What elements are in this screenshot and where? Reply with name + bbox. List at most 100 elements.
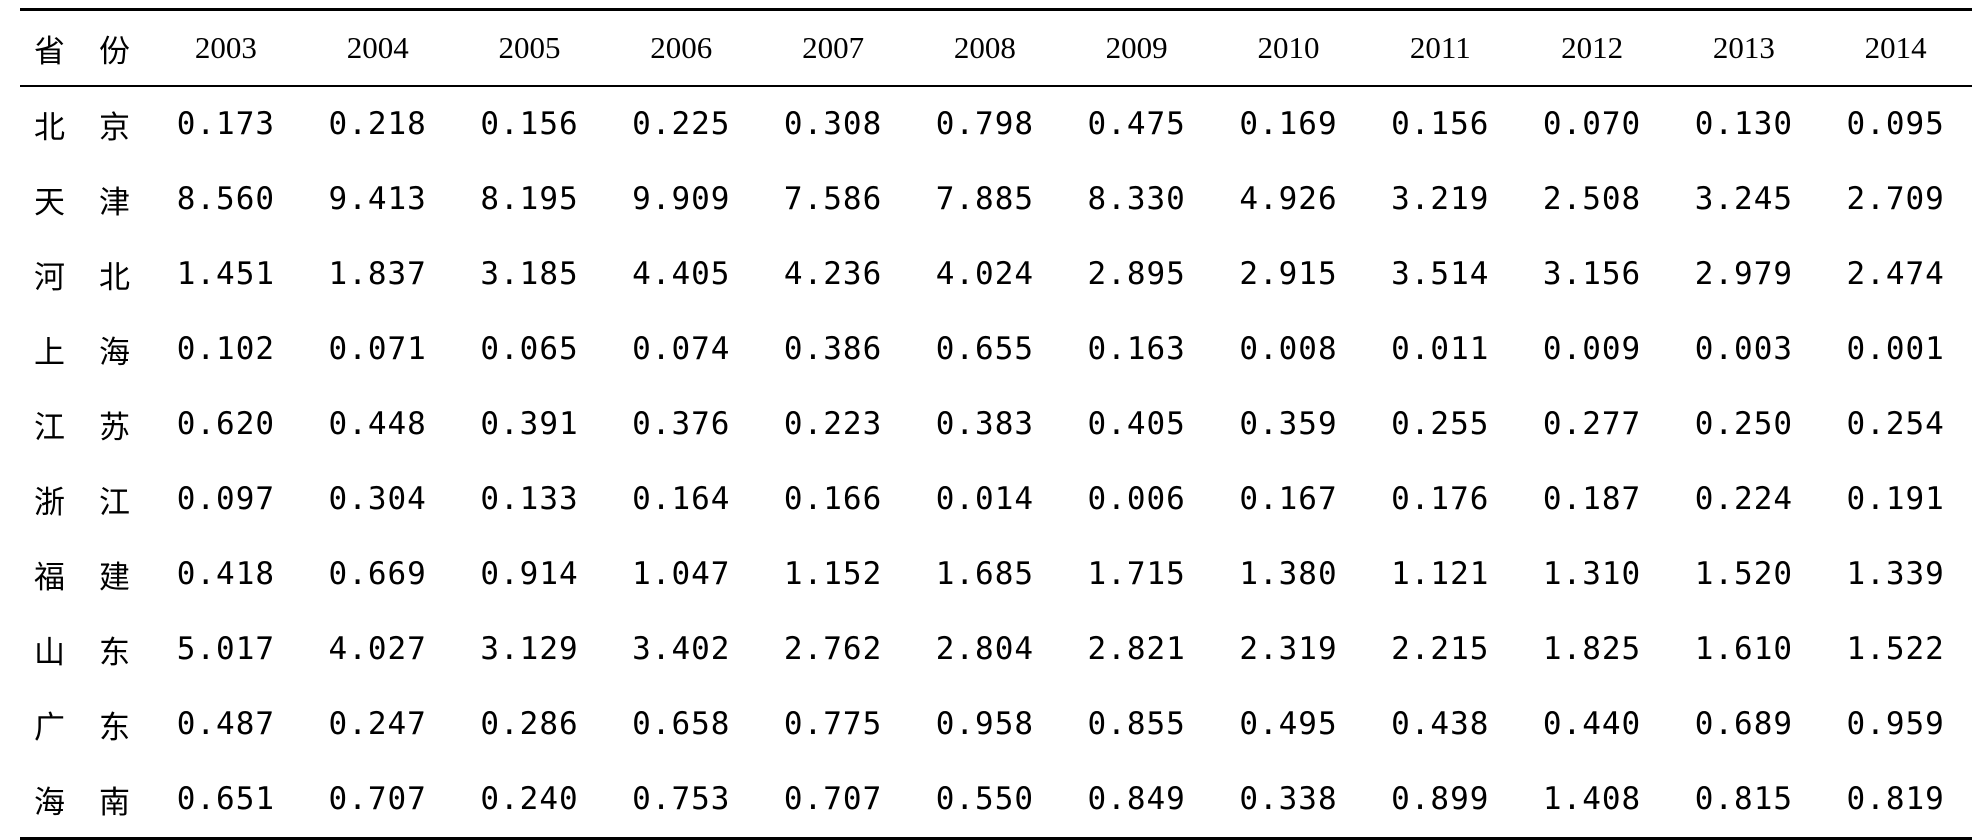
value-cell: 1.685 [935,556,1035,592]
year-header: 2009 [1105,30,1168,65]
value-cell: 4.027 [328,631,427,667]
value-cell: 0.658 [632,706,731,742]
province-char-1: 海 [34,784,65,821]
value-cell: 1.825 [1542,631,1642,667]
province-cell: 北京 [20,102,150,147]
table-header-rule [20,85,1972,87]
province-char-2: 南 [99,784,130,821]
value-cell: 2.215 [1391,631,1490,667]
year-header: 2010 [1257,30,1320,65]
province-cell: 江苏 [20,402,150,447]
value-cell: 1.310 [1542,556,1642,592]
value-cell: 0.001 [1846,331,1945,367]
value-cell: 0.775 [783,706,883,742]
value-cell: 0.475 [1087,106,1186,142]
value-cell: 1.610 [1694,631,1794,667]
province-char-2: 建 [99,559,130,596]
value-cell: 1.837 [328,256,427,292]
table-row: 河北 1.451 1.837 3.185 4.405 4.236 4.024 2.895 2.9… [20,237,1972,312]
value-cell: 0.304 [328,481,427,517]
value-cell: 8.195 [480,181,579,217]
value-cell: 3.219 [1391,181,1490,217]
value-cell: 0.156 [480,106,579,142]
value-cell: 8.330 [1087,181,1186,217]
province-char-1: 山 [34,634,65,671]
value-cell: 0.376 [632,406,731,442]
table-row: 北京 0.173 0.218 0.156 0.225 0.308 0.798 0.475 0.1… [20,87,1972,162]
value-cell: 1.408 [1542,781,1642,817]
value-cell: 7.885 [935,181,1035,217]
value-cell: 0.308 [783,106,883,142]
value-cell: 0.240 [480,781,579,817]
value-cell: 0.014 [935,481,1035,517]
value-cell: 4.405 [632,256,731,292]
table-body: 北京 0.173 0.218 0.156 0.225 0.308 0.798 0.475 0.1… [20,87,1972,837]
province-char-1: 江 [34,409,65,446]
table-row: 福建 0.418 0.669 0.914 1.047 1.152 1.685 1.715 1.3… [20,537,1972,612]
province-header: 省 份 [20,26,150,71]
value-cell: 2.508 [1542,181,1642,217]
value-cell: 0.338 [1239,781,1338,817]
value-cell: 5.017 [176,631,276,667]
value-cell: 1.047 [632,556,731,592]
province-cell: 天津 [20,177,150,222]
value-cell: 1.121 [1391,556,1490,592]
table-row: 海南 0.651 0.707 0.240 0.753 0.707 0.550 0.849 0.3… [20,762,1972,837]
value-cell: 0.224 [1694,481,1794,517]
value-cell: 2.474 [1846,256,1945,292]
value-cell: 0.255 [1391,406,1490,442]
value-cell: 0.133 [480,481,579,517]
value-cell: 0.753 [632,781,731,817]
value-cell: 0.003 [1694,331,1794,367]
value-cell: 0.958 [935,706,1035,742]
province-char-2: 江 [99,484,130,521]
value-cell: 0.071 [328,331,427,367]
province-header-char-1: 省 [34,33,65,70]
province-char-2: 东 [99,709,130,746]
value-cell: 3.185 [480,256,579,292]
year-header: 2014 [1864,30,1927,65]
value-cell: 0.009 [1542,331,1642,367]
value-cell: 0.440 [1542,706,1642,742]
value-cell: 0.855 [1087,706,1186,742]
value-cell: 3.402 [632,631,731,667]
value-cell: 0.164 [632,481,731,517]
value-cell: 0.250 [1694,406,1794,442]
value-cell: 3.129 [480,631,579,667]
value-cell: 0.065 [480,331,579,367]
value-cell: 2.821 [1087,631,1186,667]
table-row: 江苏 0.620 0.448 0.391 0.376 0.223 0.383 0.405 0.3… [20,387,1972,462]
value-cell: 2.915 [1239,256,1338,292]
province-cell: 河北 [20,252,150,297]
value-cell: 9.909 [632,181,731,217]
value-cell: 0.006 [1087,481,1186,517]
province-char-1: 北 [34,109,65,146]
value-cell: 0.798 [935,106,1035,142]
year-header: 2005 [498,30,561,65]
value-cell: 0.008 [1239,331,1338,367]
table-row: 浙江 0.097 0.304 0.133 0.164 0.166 0.014 0.006 0.1… [20,462,1972,537]
value-cell: 0.386 [783,331,883,367]
value-cell: 0.899 [1391,781,1490,817]
value-cell: 0.225 [632,106,731,142]
value-cell: 1.715 [1087,556,1186,592]
province-char-2: 东 [99,634,130,671]
province-char-1: 福 [34,559,65,596]
province-cell: 山东 [20,627,150,672]
province-cell: 福建 [20,552,150,597]
province-header-char-2: 份 [99,33,130,70]
value-cell: 0.418 [176,556,276,592]
year-header: 2003 [194,30,257,65]
data-table: 省 份 2003 2004 2005 2006 2007 2008 2009 2… [20,8,1972,840]
value-cell: 2.762 [783,631,883,667]
value-cell: 0.191 [1846,481,1945,517]
value-cell: 3.156 [1542,256,1642,292]
value-cell: 0.707 [783,781,883,817]
province-cell: 浙江 [20,477,150,522]
table-header-row: 省 份 2003 2004 2005 2006 2007 2008 2009 2… [20,11,1972,85]
value-cell: 0.487 [176,706,276,742]
value-cell: 0.070 [1542,106,1642,142]
value-cell: 3.514 [1391,256,1490,292]
value-cell: 2.319 [1239,631,1338,667]
province-char-2: 津 [99,184,130,221]
